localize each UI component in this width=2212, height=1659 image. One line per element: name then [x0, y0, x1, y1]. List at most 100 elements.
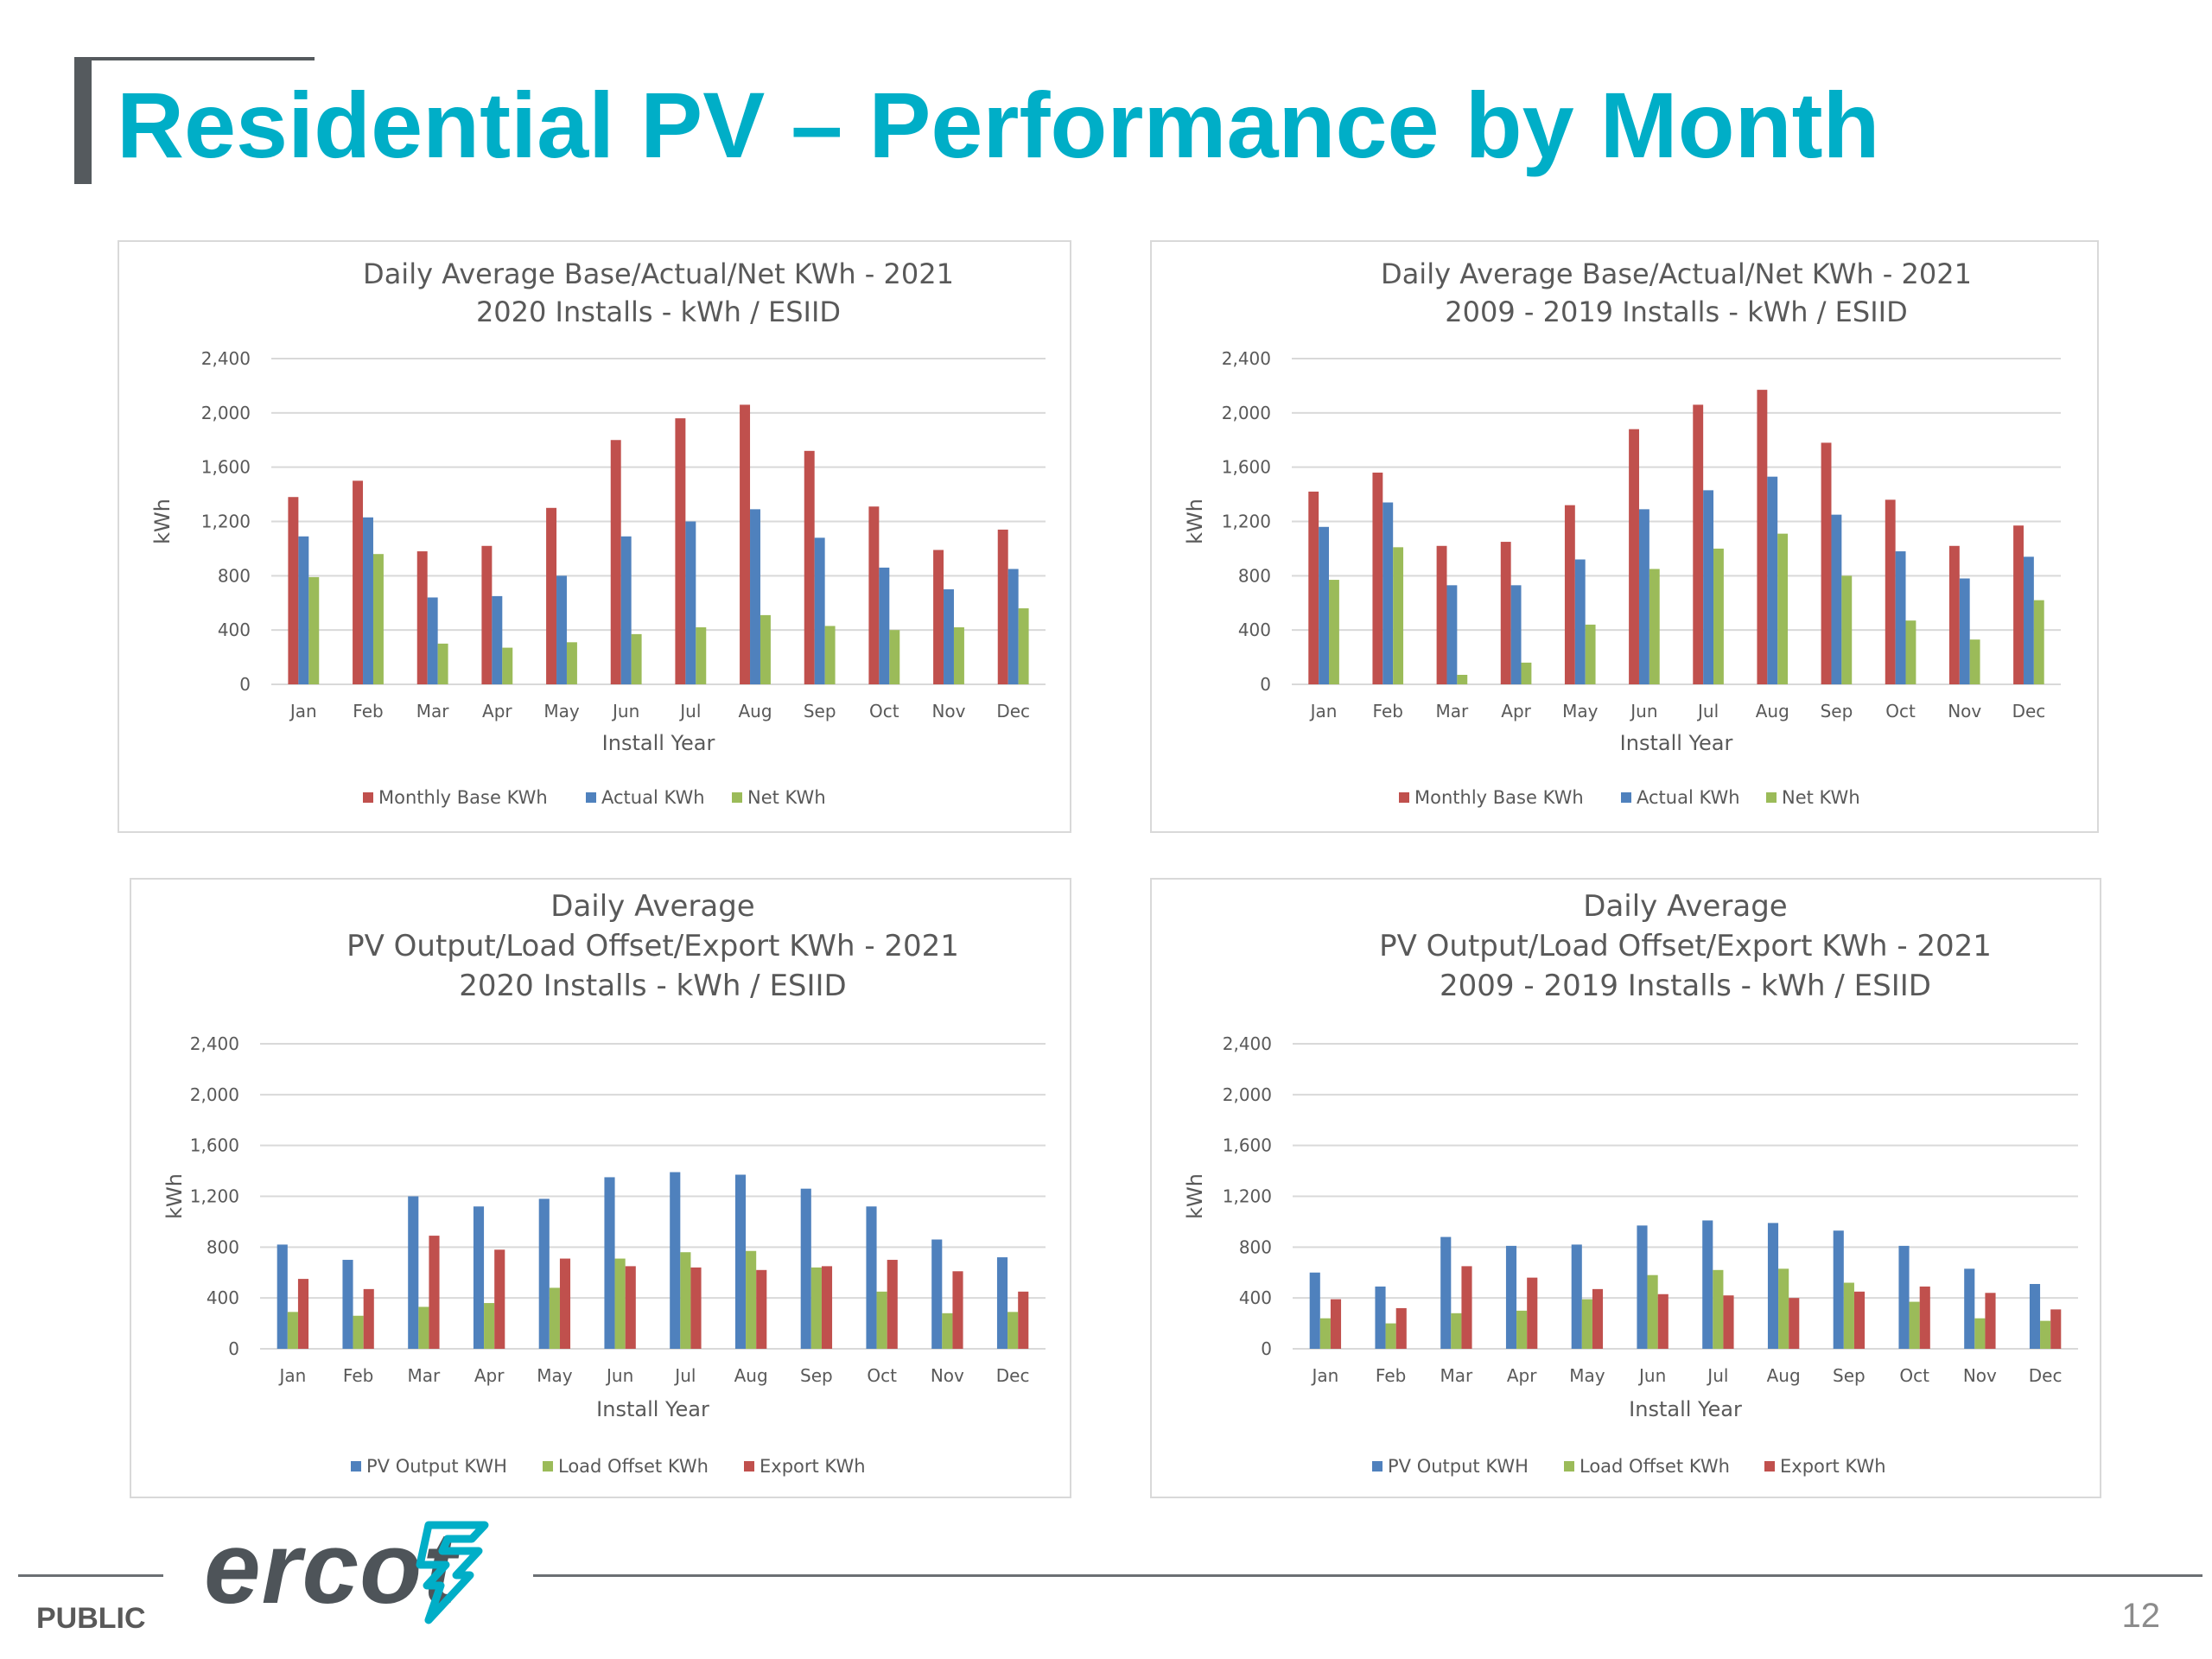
y-axis-title: kWh: [150, 499, 175, 544]
bar-load-offset-kwh-jun: [1647, 1274, 1658, 1349]
bar-export-kwh-oct: [1919, 1286, 1930, 1349]
legend-swatch: [1399, 792, 1409, 803]
bar-actual-kwh-jan: [298, 536, 309, 684]
bar-net-kwh-mar: [437, 643, 448, 684]
legend-label: Monthly Base KWh: [378, 787, 548, 808]
x-tick-label: Apr: [482, 701, 512, 721]
x-tick-label: Jun: [605, 1365, 633, 1386]
x-tick-label: Sep: [804, 701, 836, 721]
bar-load-offset-kwh-dec: [1007, 1312, 1019, 1349]
legend-label: Net KWh: [1782, 787, 1860, 808]
y-tick-label: 2,400: [201, 348, 251, 369]
x-tick-label: Jun: [1629, 701, 1657, 721]
bar-net-kwh-feb: [372, 554, 384, 684]
legend-swatch: [1766, 792, 1777, 803]
x-tick-label: Dec: [996, 701, 1030, 721]
bar-export-kwh-nov: [952, 1271, 963, 1349]
y-tick-label: 2,000: [201, 403, 251, 423]
x-tick-label: Jan: [289, 701, 317, 721]
bar-pv-output-kwh-feb: [342, 1260, 353, 1349]
chart-panel-base-actual-net-2009-2019: Daily Average Base/Actual/Net KWh - 2021…: [1150, 240, 2099, 833]
x-tick-label: Aug: [734, 1365, 768, 1386]
bar-export-kwh-jun: [1657, 1294, 1669, 1349]
bar-net-kwh-aug: [1777, 533, 1789, 684]
legend-swatch: [351, 1461, 361, 1471]
x-tick-label: Apr: [1501, 701, 1531, 721]
bar-pv-output-kwh-mar: [1440, 1236, 1452, 1349]
legend-swatch: [1564, 1461, 1574, 1471]
bar-load-offset-kwh-apr: [1516, 1310, 1528, 1349]
x-tick-label: Mar: [416, 701, 450, 721]
chart-base-actual-net-2009-2019: Daily Average Base/Actual/Net KWh - 2021…: [1183, 257, 2061, 808]
legend-label: Load Offset KWh: [558, 1456, 709, 1477]
bar-actual-kwh-dec: [1007, 569, 1019, 684]
bar-export-kwh-jul: [1723, 1295, 1734, 1349]
x-tick-label: Nov: [931, 1365, 964, 1386]
bar-actual-kwh-feb: [363, 517, 373, 684]
bar-pv-output-kwh-aug: [734, 1174, 747, 1349]
logo-wordmark: ercot: [204, 1511, 458, 1625]
legend-label: Export KWh: [1780, 1456, 1886, 1477]
legend-label: Export KWh: [760, 1456, 866, 1477]
legend-label: Load Offset KWh: [1580, 1456, 1730, 1477]
bar-monthly-base-kwh-nov: [933, 550, 944, 684]
bar-pv-output-kwh-sep: [800, 1188, 811, 1349]
x-tick-label: Sep: [1833, 1365, 1866, 1386]
y-tick-label: 0: [1261, 1338, 1272, 1359]
legend-swatch: [1372, 1461, 1382, 1471]
y-tick-label: 800: [218, 565, 251, 586]
bar-pv-output-kwh-may: [1571, 1244, 1582, 1349]
bar-net-kwh-mar: [1457, 675, 1468, 684]
bar-pv-output-kwh-feb: [1375, 1286, 1386, 1349]
x-tick-label: Dec: [2012, 701, 2046, 721]
bar-net-kwh-nov: [953, 627, 964, 684]
legend-label: Actual KWh: [1637, 787, 1740, 808]
bar-net-kwh-dec: [2033, 600, 2044, 684]
legend-swatch: [744, 1461, 754, 1471]
bar-load-offset-kwh-jan: [1319, 1318, 1331, 1349]
bar-pv-output-kwh-oct: [1898, 1245, 1910, 1349]
y-tick-label: 1,600: [1223, 1135, 1272, 1156]
bar-monthly-base-kwh-mar: [1436, 545, 1447, 684]
bar-pv-output-kwh-apr: [1505, 1245, 1517, 1349]
x-tick-label: Jul: [678, 701, 701, 721]
bar-net-kwh-apr: [502, 647, 513, 684]
bar-load-offset-kwh-may: [1581, 1299, 1592, 1349]
page-number: 12: [2121, 1597, 2161, 1635]
bar-monthly-base-kwh-sep: [804, 450, 815, 684]
legend-swatch: [732, 792, 742, 803]
bar-pv-output-kwh-dec: [996, 1257, 1008, 1349]
bar-export-kwh-jan: [1330, 1299, 1342, 1349]
x-tick-label: Oct: [867, 1365, 897, 1386]
bar-actual-kwh-jun: [620, 536, 632, 684]
bar-actual-kwh-nov: [1959, 578, 1970, 684]
y-axis-title: kWh: [162, 1173, 187, 1219]
x-axis-title: Install Year: [602, 731, 715, 755]
bar-load-offset-kwh-sep: [810, 1267, 822, 1349]
y-tick-label: 1,200: [1222, 512, 1271, 532]
bar-monthly-base-kwh-jun: [610, 440, 621, 684]
bar-pv-output-kwh-oct: [866, 1206, 877, 1349]
bar-load-offset-kwh-oct: [876, 1291, 887, 1349]
footer-rule-left: [18, 1574, 163, 1577]
bar-actual-kwh-jul: [1703, 490, 1714, 684]
y-tick-label: 1,200: [190, 1186, 239, 1207]
x-axis-title: Install Year: [1620, 731, 1733, 755]
bar-load-offset-kwh-mar: [418, 1306, 429, 1349]
bar-pv-output-kwh-nov: [931, 1239, 943, 1349]
y-tick-label: 400: [218, 620, 251, 640]
x-tick-label: Mar: [408, 1365, 442, 1386]
y-tick-label: 2,400: [1222, 348, 1271, 369]
chart-title-line: 2020 Installs - kWh / ESIID: [459, 969, 847, 1003]
bar-load-offset-kwh-sep: [1843, 1282, 1854, 1349]
x-axis-title: Install Year: [1629, 1397, 1742, 1421]
bar-actual-kwh-apr: [1510, 585, 1522, 684]
bar-pv-output-kwh-may: [538, 1198, 550, 1349]
bar-net-kwh-sep: [824, 626, 836, 684]
bar-monthly-base-kwh-apr: [1500, 542, 1511, 684]
bar-pv-output-kwh-jan: [1309, 1272, 1320, 1349]
y-axis-title: kWh: [1183, 1173, 1207, 1219]
y-tick-label: 0: [239, 674, 251, 695]
x-tick-label: Feb: [1376, 1365, 1406, 1386]
bar-load-offset-kwh-aug: [1778, 1268, 1789, 1349]
